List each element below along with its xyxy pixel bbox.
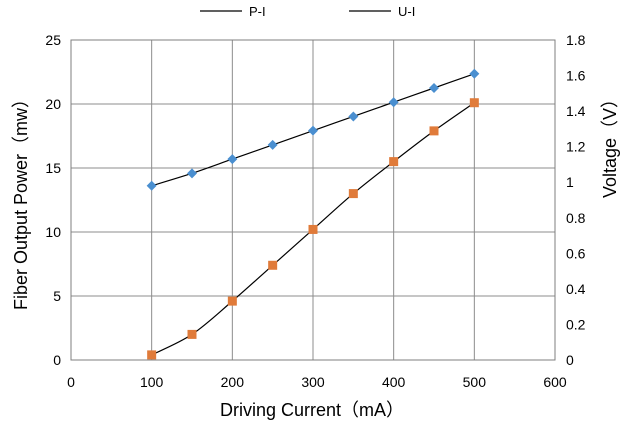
- point-marker-p-i: [268, 260, 278, 270]
- point-marker-u-i: [388, 97, 399, 108]
- y-tick-label: 0: [53, 352, 61, 368]
- y2-tick-label: 1: [566, 174, 574, 190]
- series-markers: [146, 68, 480, 360]
- point-marker-u-i: [146, 180, 157, 191]
- legend-label: U-I: [398, 4, 415, 19]
- y-tick-label: 25: [45, 32, 61, 48]
- y2-tick-label: 0.8: [566, 210, 586, 226]
- point-marker-u-i: [348, 111, 359, 122]
- x-tick-label: 200: [221, 374, 245, 390]
- point-marker-p-i: [227, 296, 237, 306]
- y-axis-title: Fiber Output Power（mw）: [11, 90, 31, 310]
- y2-tick-label: 1.4: [566, 103, 586, 119]
- point-marker-p-i: [429, 126, 439, 136]
- point-marker-p-i: [348, 189, 358, 199]
- y2-tick-label: 0.2: [566, 316, 586, 332]
- y-tick-labels: 0 5 10 15 20 25: [45, 32, 61, 368]
- x-tick-label: 300: [301, 374, 325, 390]
- y2-tick-label: 0.4: [566, 281, 586, 297]
- y2-tick-label: 0.6: [566, 245, 586, 261]
- x-tick-label: 0: [67, 374, 75, 390]
- y-tick-label: 15: [45, 160, 61, 176]
- point-marker-p-i: [147, 350, 157, 360]
- legend-label: P-I: [249, 4, 266, 19]
- x-tick-label: 400: [382, 374, 406, 390]
- x-tick-label: 600: [543, 374, 567, 390]
- point-marker-u-i: [187, 168, 197, 179]
- point-marker-u-i: [429, 83, 439, 93]
- point-marker-u-i: [227, 154, 238, 165]
- point-marker-p-i: [187, 329, 197, 339]
- y2-tick-label: 1.8: [566, 32, 586, 48]
- y2-tick-label: 1.6: [566, 68, 586, 84]
- gridlines: [70, 39, 556, 361]
- point-marker-u-i: [469, 68, 480, 79]
- point-marker-p-i: [469, 98, 479, 108]
- x-tick-label: 100: [140, 374, 164, 390]
- y2-tick-label: 1.2: [566, 139, 586, 155]
- y-tick-label: 5: [53, 288, 61, 304]
- y-tick-label: 10: [45, 224, 61, 240]
- legend: P-I U-I: [200, 4, 415, 19]
- point-marker-p-i: [389, 157, 399, 167]
- y-tick-label: 20: [45, 96, 61, 112]
- point-marker-p-i: [308, 224, 318, 234]
- point-marker-u-i: [267, 139, 278, 150]
- x-tick-label: 500: [463, 374, 487, 390]
- plot-area-border: [70, 39, 556, 361]
- point-marker-u-i: [308, 125, 318, 136]
- x-tick-labels: 0 100 200 300 400 500 600: [67, 374, 567, 390]
- y2-tick-labels: 0 0.2 0.4 0.6 0.8 1 1.2 1.4 1.6 1.8: [566, 32, 586, 368]
- x-axis-title: Driving Current（mA）: [220, 400, 404, 420]
- y2-tick-label: 0: [566, 352, 574, 368]
- y2-axis-title: Voltage（V）: [600, 90, 620, 198]
